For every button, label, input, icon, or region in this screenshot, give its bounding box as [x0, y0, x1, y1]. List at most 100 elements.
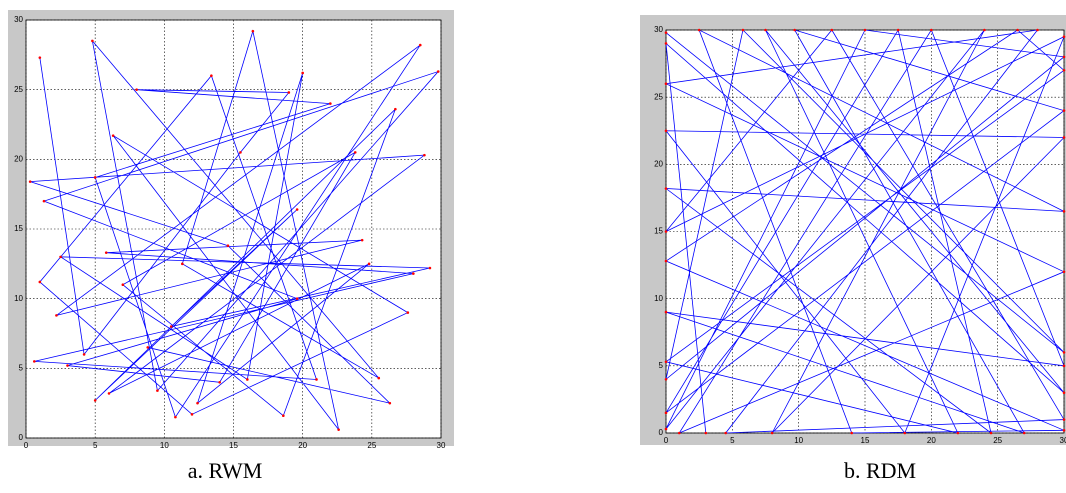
- waypoint: [418, 43, 422, 47]
- waypoint: [38, 56, 42, 59]
- waypoint: [830, 28, 834, 32]
- waypoint: [677, 431, 681, 435]
- waypoint: [28, 180, 32, 183]
- waypoint: [190, 413, 194, 416]
- waypoint: [1062, 55, 1066, 59]
- waypoint: [428, 266, 432, 270]
- waypoint: [1062, 364, 1066, 368]
- waypoint: [107, 392, 111, 395]
- waypoint: [664, 129, 668, 133]
- waypoint: [664, 427, 668, 431]
- waypoint: [724, 431, 727, 435]
- waypoint: [146, 346, 150, 349]
- x-tick-label: 15: [229, 441, 238, 450]
- waypoint: [218, 380, 221, 384]
- waypoint: [423, 153, 426, 157]
- waypoint: [135, 88, 138, 91]
- y-tick-label: 0: [19, 433, 24, 442]
- waypoint: [55, 314, 58, 317]
- waypoint: [210, 74, 213, 78]
- waypoint: [239, 151, 242, 154]
- waypoint: [956, 431, 960, 435]
- y-tick-label: 10: [14, 294, 23, 303]
- y-tick-label: 15: [654, 227, 663, 236]
- y-tick-label: 15: [14, 224, 23, 233]
- waypoint: [66, 364, 69, 367]
- waypoint: [406, 311, 410, 314]
- waypoint: [282, 414, 285, 418]
- waypoint: [295, 297, 299, 300]
- waypoint: [436, 70, 440, 73]
- waypoint: [104, 251, 108, 254]
- waypoint: [1062, 35, 1066, 39]
- x-tick-label: 5: [730, 436, 735, 445]
- waypoint: [93, 399, 97, 402]
- waypoint: [59, 255, 62, 259]
- y-tick-label: 20: [14, 154, 23, 163]
- x-tick-label: 0: [24, 441, 29, 450]
- x-tick-label: 30: [437, 441, 446, 450]
- x-tick-label: 5: [93, 441, 98, 450]
- waypoint: [377, 376, 381, 380]
- waypoint: [246, 378, 249, 381]
- waypoint: [329, 102, 332, 105]
- waypoint: [664, 187, 668, 190]
- waypoint: [38, 280, 42, 284]
- waypoint: [121, 283, 125, 287]
- caption: b. RDM: [844, 458, 916, 483]
- x-tick-label: 10: [794, 436, 803, 445]
- waypoint: [930, 28, 933, 32]
- waypoint: [1062, 136, 1066, 139]
- waypoint: [770, 431, 774, 435]
- x-tick-label: 30: [1060, 436, 1066, 445]
- waypoint: [295, 208, 299, 211]
- waypoint: [793, 28, 796, 32]
- waypoint: [1062, 391, 1066, 395]
- waypoint: [741, 28, 745, 32]
- x-tick-label: 10: [160, 441, 169, 450]
- waypoint: [156, 389, 159, 392]
- x-tick-label: 15: [861, 436, 870, 445]
- waypoint: [664, 82, 668, 86]
- waypoint: [33, 360, 36, 363]
- x-tick-label: 25: [993, 436, 1002, 445]
- waypoint: [1062, 109, 1066, 112]
- waypoint: [315, 378, 318, 381]
- waypoint: [287, 91, 291, 94]
- waypoint: [896, 28, 900, 32]
- waypoint: [664, 259, 668, 263]
- waypoint: [1062, 210, 1066, 213]
- waypoint: [697, 28, 701, 32]
- waypoint: [93, 176, 97, 179]
- waypoint: [664, 31, 668, 34]
- waypoint: [360, 238, 364, 242]
- waypoint: [174, 415, 177, 419]
- y-tick-label: 5: [19, 363, 24, 372]
- waypoint: [989, 431, 993, 435]
- waypoint: [226, 244, 230, 248]
- waypoint: [983, 28, 986, 32]
- waypoint: [1062, 69, 1066, 72]
- y-tick-label: 0: [659, 428, 664, 437]
- waypoint: [301, 71, 304, 75]
- waypoint: [1062, 429, 1066, 432]
- y-tick-label: 25: [654, 92, 663, 101]
- trajectory: [30, 29, 440, 430]
- waypoint: [850, 431, 854, 435]
- y-tick-label: 5: [659, 361, 664, 370]
- waypoint: [169, 325, 173, 328]
- waypoint: [1036, 28, 1039, 32]
- waypoint: [664, 310, 668, 314]
- waypoint: [181, 262, 184, 266]
- waypoint: [664, 377, 668, 381]
- waypoint: [82, 353, 86, 356]
- caption: a. RWM: [188, 458, 263, 483]
- waypoint: [42, 199, 46, 203]
- waypoint: [664, 230, 668, 233]
- waypoint: [91, 39, 94, 43]
- waypoint: [903, 431, 907, 435]
- x-tick-label: 20: [298, 441, 307, 450]
- waypoint: [1062, 418, 1066, 421]
